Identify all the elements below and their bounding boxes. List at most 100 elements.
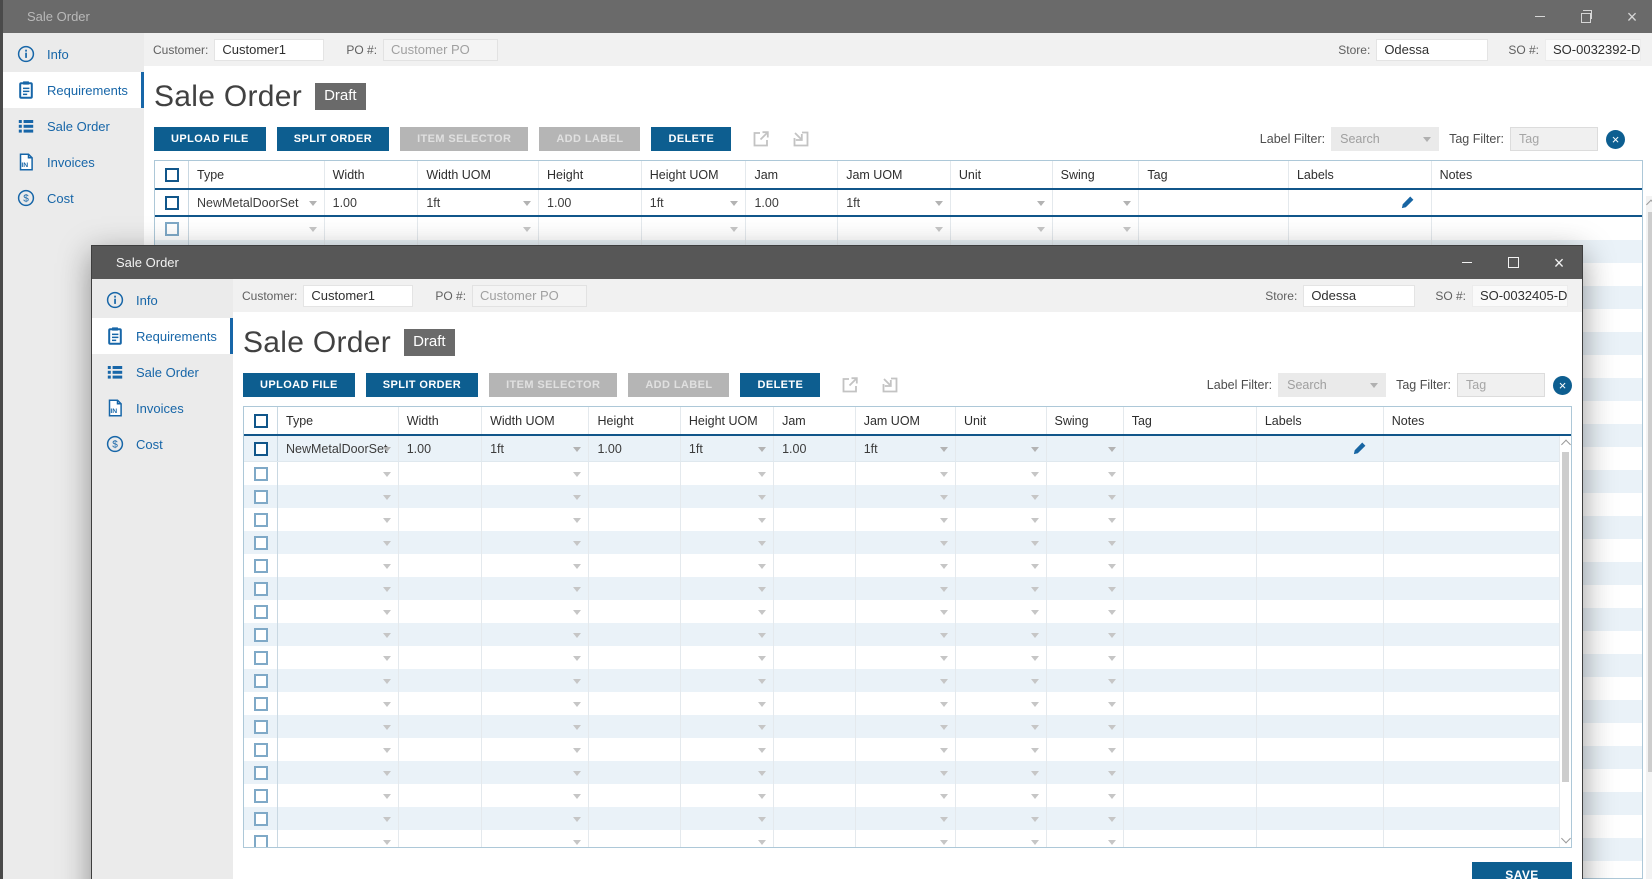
cell-empty[interactable]: [856, 738, 956, 761]
cell-empty[interactable]: [589, 715, 680, 738]
cell-empty[interactable]: [1257, 761, 1384, 784]
row-checkbox[interactable]: [254, 835, 268, 849]
chevron-down-icon[interactable]: [1031, 610, 1039, 615]
cell-empty[interactable]: [278, 508, 399, 531]
cell-empty[interactable]: [774, 508, 856, 531]
row-checkbox-cell[interactable]: [244, 692, 278, 715]
split-order-button[interactable]: SPLIT ORDER: [277, 127, 389, 151]
cell-empty[interactable]: [774, 715, 856, 738]
cell-empty[interactable]: [774, 646, 856, 669]
row-checkbox-cell[interactable]: [244, 508, 278, 531]
chevron-down-icon[interactable]: [1108, 518, 1116, 523]
sidebar-item-requirements[interactable]: Requirements: [3, 72, 144, 108]
cell-empty[interactable]: [1257, 807, 1384, 830]
chevron-down-icon[interactable]: [383, 748, 391, 753]
cell-empty[interactable]: [1047, 485, 1124, 508]
cell-empty[interactable]: [746, 217, 838, 240]
cell-empty[interactable]: [482, 807, 589, 830]
cell-empty[interactable]: [774, 807, 856, 830]
cell-empty[interactable]: [1384, 738, 1571, 761]
cell-empty[interactable]: [278, 738, 399, 761]
chevron-down-icon[interactable]: [940, 472, 948, 477]
cell-empty[interactable]: [589, 531, 680, 554]
cell-empty[interactable]: [589, 554, 680, 577]
chevron-down-icon[interactable]: [573, 610, 581, 615]
chevron-down-icon[interactable]: [935, 201, 943, 206]
chevron-down-icon[interactable]: [573, 748, 581, 753]
cell-empty[interactable]: [1257, 508, 1384, 531]
upload-file-button[interactable]: UPLOAD FILE: [243, 373, 355, 397]
cell-empty[interactable]: [589, 623, 680, 646]
chevron-down-icon[interactable]: [1123, 201, 1131, 206]
cell-empty[interactable]: [1257, 784, 1384, 807]
chevron-down-icon[interactable]: [758, 587, 766, 592]
cell-empty[interactable]: [774, 623, 856, 646]
cell-empty[interactable]: [1384, 462, 1571, 485]
cell-empty[interactable]: [1124, 554, 1257, 577]
cell-empty[interactable]: [1384, 531, 1571, 554]
chevron-down-icon[interactable]: [1031, 771, 1039, 776]
cell-empty[interactable]: [1432, 217, 1642, 240]
import-icon[interactable]: [791, 129, 811, 149]
cell-height-uom[interactable]: 1ft: [642, 190, 747, 215]
cell-empty[interactable]: [1124, 462, 1257, 485]
sidebar-item-sale-order[interactable]: Sale Order: [92, 354, 233, 390]
cell-empty[interactable]: [589, 807, 680, 830]
chevron-down-icon[interactable]: [1031, 541, 1039, 546]
cell-empty[interactable]: [774, 485, 856, 508]
chevron-down-icon[interactable]: [383, 679, 391, 684]
cell-empty[interactable]: [774, 669, 856, 692]
chevron-down-icon[interactable]: [383, 472, 391, 477]
cell-empty[interactable]: [856, 761, 956, 784]
cell-height[interactable]: 1.00: [539, 190, 642, 215]
delete-button[interactable]: DELETE: [651, 127, 731, 151]
cell-empty[interactable]: [482, 462, 589, 485]
cell-empty[interactable]: [681, 784, 774, 807]
cell-empty[interactable]: [856, 600, 956, 623]
chevron-down-icon[interactable]: [573, 702, 581, 707]
chevron-down-icon[interactable]: [940, 495, 948, 500]
split-order-button[interactable]: SPLIT ORDER: [366, 373, 478, 397]
cell-empty[interactable]: [1047, 600, 1124, 623]
cell-empty[interactable]: [856, 508, 956, 531]
sidebar-item-invoices[interactable]: INInvoices: [92, 390, 233, 426]
minimize-button[interactable]: [1517, 0, 1563, 33]
cell-empty[interactable]: [956, 600, 1047, 623]
cell-empty[interactable]: [278, 761, 399, 784]
cell-empty[interactable]: [589, 485, 680, 508]
chevron-down-icon[interactable]: [758, 656, 766, 661]
cell-empty[interactable]: [482, 623, 589, 646]
cell-empty[interactable]: [399, 784, 482, 807]
chevron-down-icon[interactable]: [940, 725, 948, 730]
cell-empty[interactable]: [1124, 715, 1257, 738]
chevron-down-icon[interactable]: [1031, 633, 1039, 638]
cell-empty[interactable]: [1047, 807, 1124, 830]
row-checkbox-cell[interactable]: [244, 761, 278, 784]
cell-empty[interactable]: [278, 600, 399, 623]
cell-empty[interactable]: [1384, 715, 1571, 738]
cell-empty[interactable]: [956, 554, 1047, 577]
cell-empty[interactable]: [681, 508, 774, 531]
cell-empty[interactable]: [589, 784, 680, 807]
chevron-down-icon[interactable]: [383, 840, 391, 845]
cell-type[interactable]: NewMetalDoorSet: [189, 190, 325, 215]
chevron-down-icon[interactable]: [1108, 725, 1116, 730]
chevron-down-icon[interactable]: [573, 518, 581, 523]
chevron-down-icon[interactable]: [1108, 610, 1116, 615]
cell-empty[interactable]: [399, 485, 482, 508]
cell-notes[interactable]: [1384, 436, 1571, 461]
open-in-new-icon[interactable]: [751, 129, 771, 149]
cell-empty[interactable]: [399, 577, 482, 600]
cell-empty[interactable]: [642, 217, 747, 240]
cell-empty[interactable]: [482, 554, 589, 577]
cell-empty[interactable]: [399, 830, 482, 848]
cell-empty[interactable]: [774, 761, 856, 784]
cell-empty[interactable]: [856, 623, 956, 646]
chevron-down-icon[interactable]: [383, 817, 391, 822]
chevron-down-icon[interactable]: [573, 495, 581, 500]
cell-empty[interactable]: [1257, 738, 1384, 761]
chevron-down-icon[interactable]: [1031, 472, 1039, 477]
tag-filter-input[interactable]: Tag: [1510, 127, 1598, 151]
chevron-down-icon[interactable]: [940, 447, 948, 452]
chevron-down-icon[interactable]: [1108, 587, 1116, 592]
